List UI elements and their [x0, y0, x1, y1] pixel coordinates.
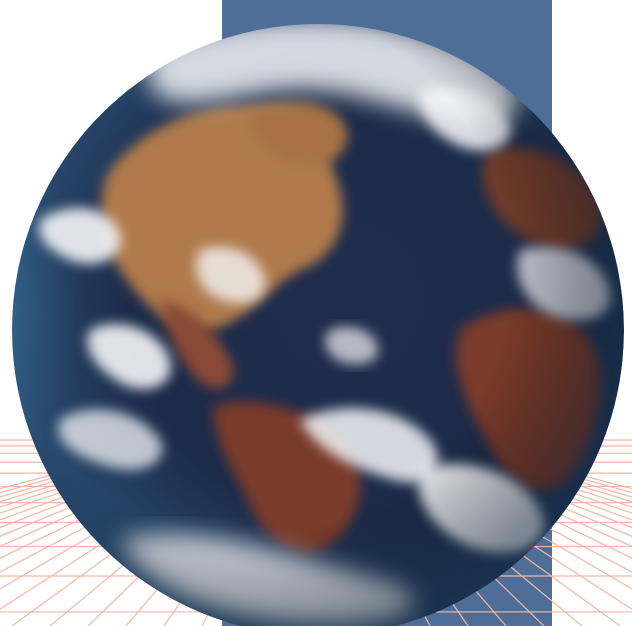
- earth-globe: [12, 24, 624, 626]
- illustration-scene: [0, 0, 632, 626]
